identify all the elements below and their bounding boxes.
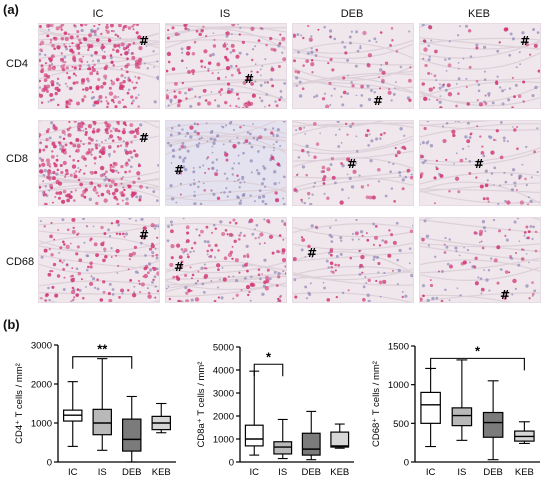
y-tick-label: 1000 xyxy=(388,380,409,391)
y-tick-label: 2000 xyxy=(31,380,52,391)
x-tick-label: KEB xyxy=(515,467,534,478)
histology-image: # xyxy=(38,217,160,303)
box-is xyxy=(451,407,473,427)
column-header-deb: DEB xyxy=(340,8,364,20)
y-tick-label: 500 xyxy=(393,419,409,430)
region-marker: # xyxy=(174,260,185,274)
histology-image: # xyxy=(419,23,541,109)
histology-image: # xyxy=(165,23,287,109)
y-axis-label: CD68⁺ T cells / mm² xyxy=(371,361,382,447)
region-marker: # xyxy=(139,34,150,48)
significance-label: * xyxy=(266,349,272,364)
region-marker: # xyxy=(174,163,185,177)
x-tick-label: IC xyxy=(68,467,78,478)
significance-bracket xyxy=(72,356,133,369)
row-label-cd4: CD4 xyxy=(6,58,29,70)
box-ic xyxy=(244,424,264,447)
box-is xyxy=(273,441,293,455)
y-tick-label: 0 xyxy=(47,458,52,469)
histology-image: # xyxy=(165,217,287,303)
x-tick-label: IS xyxy=(98,467,107,478)
histology-image: # xyxy=(419,120,541,206)
region-marker: # xyxy=(373,94,384,108)
box-deb xyxy=(482,411,504,438)
histology-image: # xyxy=(292,217,414,303)
histology-image: # xyxy=(38,23,160,109)
panel-b-label: (b) xyxy=(3,317,20,332)
box-deb xyxy=(301,432,321,456)
x-tick-label: KEB xyxy=(330,467,349,478)
y-tick-label: 2000 xyxy=(213,412,234,423)
box-keb xyxy=(330,431,350,448)
box-deb xyxy=(122,418,142,452)
y-axis-label: CD4⁺ T cells / mm² xyxy=(14,363,25,444)
significance-label: ** xyxy=(97,342,108,357)
y-tick-label: 4000 xyxy=(213,366,234,377)
histology-image: # xyxy=(292,120,414,206)
region-marker: # xyxy=(347,157,358,171)
region-marker: # xyxy=(139,131,150,145)
column-header-keb: KEB xyxy=(467,8,490,20)
x-tick-label: IC xyxy=(250,467,260,478)
y-tick-label: 0 xyxy=(404,458,409,469)
region-marker: # xyxy=(139,228,150,242)
column-header-is: IS xyxy=(219,8,231,20)
y-tick-label: 3000 xyxy=(31,341,52,352)
region-marker: # xyxy=(520,34,531,48)
row-label-cd8: CD8 xyxy=(6,153,29,165)
region-marker: # xyxy=(500,288,511,302)
panel-a-label: (a) xyxy=(3,2,19,17)
column-header-ic: IC xyxy=(92,8,104,20)
histology-image: # xyxy=(38,120,160,206)
y-tick-label: 5000 xyxy=(213,343,234,354)
significance-bracket xyxy=(253,363,284,377)
region-marker: # xyxy=(244,72,255,86)
x-tick-label: DEB xyxy=(122,467,142,478)
y-tick-label: 0 xyxy=(229,458,234,469)
x-tick-label: IS xyxy=(457,467,466,478)
y-axis-label: CD8a⁺ T cells / mm² xyxy=(196,362,207,448)
x-tick-label: DEB xyxy=(301,467,321,478)
x-tick-label: DEB xyxy=(483,467,503,478)
significance-bracket xyxy=(430,357,525,371)
x-tick-label: KEB xyxy=(152,467,171,478)
y-tick-label: 1500 xyxy=(388,342,409,353)
x-tick-label: IS xyxy=(278,467,287,478)
region-marker: # xyxy=(307,246,318,260)
box-is xyxy=(92,408,112,436)
histology-image: # xyxy=(165,120,287,206)
histology-image: # xyxy=(292,23,414,109)
significance-label: * xyxy=(475,343,481,358)
histology-image: # xyxy=(419,217,541,303)
box-ic xyxy=(420,391,441,424)
y-tick-label: 1000 xyxy=(31,419,52,430)
y-tick-label: 3000 xyxy=(213,389,234,400)
region-marker: # xyxy=(474,157,485,171)
x-tick-label: IC xyxy=(426,467,436,478)
y-tick-label: 1000 xyxy=(213,435,234,446)
row-label-cd68: CD68 xyxy=(6,256,35,268)
